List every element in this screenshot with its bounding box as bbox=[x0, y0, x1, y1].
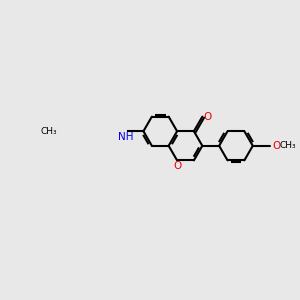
Text: NH: NH bbox=[118, 132, 134, 142]
Text: CH₃: CH₃ bbox=[40, 127, 57, 136]
Text: O: O bbox=[173, 161, 181, 171]
Text: O: O bbox=[272, 141, 281, 151]
Text: O: O bbox=[204, 112, 212, 122]
Text: CH₃: CH₃ bbox=[280, 141, 296, 150]
